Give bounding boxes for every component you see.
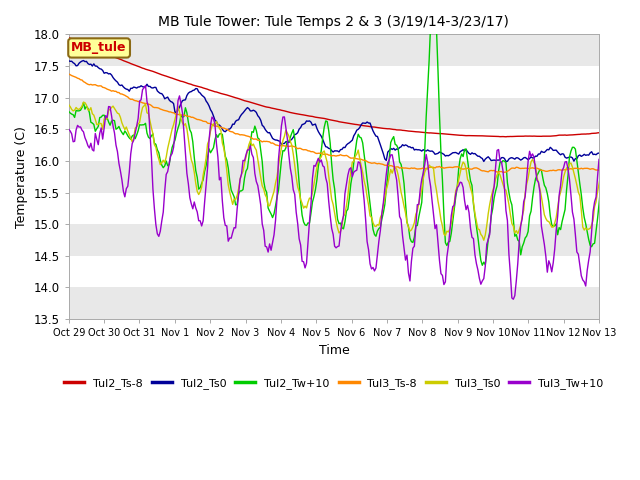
- Tul3_Ts-8: [356, 156, 364, 162]
- Tul3_Tw+10: [357, 167, 365, 173]
- Tul2_Ts-8: [628, 126, 636, 132]
- Tul3_Tw+10: [509, 296, 517, 302]
- Tul2_Ts0: [65, 58, 72, 64]
- Tul2_Tw+10: [102, 117, 109, 122]
- Tul3_Ts0: [86, 108, 93, 113]
- Tul2_Tw+10: [84, 106, 92, 111]
- Tul3_Ts-8: [554, 167, 561, 173]
- Tul2_Ts0: [357, 122, 365, 128]
- Tul3_Ts-8: [65, 71, 72, 77]
- Tul2_Ts-8: [502, 134, 510, 140]
- Tul3_Ts-8: [84, 82, 92, 87]
- Tul3_Tw+10: [102, 113, 109, 119]
- Tul3_Ts0: [480, 237, 488, 243]
- Tul2_Tw+10: [470, 201, 477, 207]
- Tul2_Ts0: [79, 58, 87, 63]
- Bar: [68, 161, 599, 192]
- Tul2_Ts-8: [468, 133, 476, 139]
- Tul2_Ts0: [480, 158, 488, 164]
- Tul2_Ts0: [629, 143, 637, 149]
- Tul2_Tw+10: [428, 0, 436, 6]
- Tul3_Ts-8: [102, 85, 109, 91]
- Tul2_Tw+10: [356, 134, 364, 140]
- Tul3_Tw+10: [65, 126, 72, 132]
- Tul3_Ts0: [79, 99, 87, 105]
- Line: Tul3_Ts-8: Tul3_Ts-8: [68, 74, 634, 172]
- Bar: [68, 35, 599, 66]
- Tul3_Tw+10: [630, 156, 638, 162]
- Tul3_Ts0: [630, 172, 638, 178]
- Tul2_Ts-8: [356, 122, 364, 128]
- Tul3_Ts0: [357, 163, 365, 168]
- Bar: [68, 224, 599, 256]
- Line: Tul3_Ts0: Tul3_Ts0: [68, 102, 634, 240]
- Tul2_Ts-8: [102, 51, 109, 57]
- Tul3_Ts0: [556, 194, 563, 200]
- Tul3_Tw+10: [84, 143, 92, 149]
- Y-axis label: Temperature (C): Temperature (C): [15, 126, 28, 228]
- Legend: Tul2_Ts-8, Tul2_Ts0, Tul2_Tw+10, Tul3_Ts-8, Tul3_Ts0, Tul3_Tw+10: Tul2_Ts-8, Tul2_Ts0, Tul2_Tw+10, Tul3_Ts…: [60, 373, 608, 393]
- Line: Tul2_Ts-8: Tul2_Ts-8: [68, 37, 634, 137]
- X-axis label: Time: Time: [319, 344, 349, 357]
- Tul2_Ts-8: [84, 43, 92, 49]
- Tul2_Ts0: [470, 151, 477, 156]
- Tul2_Tw+10: [65, 108, 72, 114]
- Tul2_Tw+10: [630, 192, 638, 197]
- Tul2_Ts0: [630, 143, 638, 148]
- Tul2_Ts-8: [65, 35, 72, 40]
- Tul2_Ts-8: [630, 126, 638, 132]
- Tul2_Tw+10: [629, 206, 637, 212]
- Line: Tul2_Ts0: Tul2_Ts0: [68, 60, 634, 161]
- Tul2_Tw+10: [556, 225, 563, 230]
- Tul3_Tw+10: [141, 83, 149, 88]
- Tul2_Ts0: [86, 61, 93, 67]
- Line: Tul3_Tw+10: Tul3_Tw+10: [68, 85, 634, 299]
- Tul2_Ts0: [103, 70, 111, 76]
- Bar: [68, 97, 599, 129]
- Tul3_Tw+10: [556, 192, 563, 198]
- Tul3_Ts-8: [628, 161, 636, 167]
- Line: Tul2_Tw+10: Tul2_Tw+10: [68, 3, 634, 265]
- Text: MB_tule: MB_tule: [72, 41, 127, 54]
- Tul2_Ts0: [556, 151, 563, 156]
- Tul3_Ts0: [629, 175, 637, 181]
- Tul3_Ts-8: [630, 161, 638, 167]
- Tul3_Tw+10: [470, 236, 477, 241]
- Tul3_Tw+10: [629, 165, 637, 171]
- Tul3_Ts0: [103, 116, 111, 122]
- Tul2_Tw+10: [479, 263, 486, 268]
- Tul3_Ts-8: [499, 169, 507, 175]
- Tul3_Ts-8: [468, 166, 476, 172]
- Tul2_Ts-8: [554, 132, 561, 138]
- Tul3_Ts0: [470, 199, 477, 205]
- Title: MB Tule Tower: Tule Temps 2 & 3 (3/19/14-3/23/17): MB Tule Tower: Tule Temps 2 & 3 (3/19/14…: [159, 15, 509, 29]
- Bar: [68, 288, 599, 319]
- Tul3_Ts0: [65, 102, 72, 108]
